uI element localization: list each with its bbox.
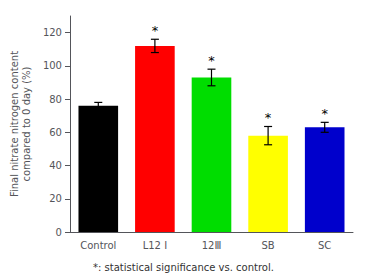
svg-text:*: * bbox=[152, 23, 159, 38]
svg-text:Control: Control bbox=[80, 240, 116, 251]
svg-text:SC: SC bbox=[318, 240, 331, 251]
svg-text:120: 120 bbox=[43, 27, 62, 38]
svg-text:12Ⅲ: 12Ⅲ bbox=[202, 240, 222, 251]
svg-text:SB: SB bbox=[261, 240, 274, 251]
svg-text:80: 80 bbox=[49, 94, 62, 105]
svg-text:*: * bbox=[321, 106, 328, 121]
svg-text:Final nitrate nitrogen content: Final nitrate nitrogen content bbox=[9, 51, 20, 197]
svg-text:0: 0 bbox=[56, 227, 62, 238]
svg-text:L12 I: L12 I bbox=[143, 240, 167, 251]
svg-text:40: 40 bbox=[49, 160, 62, 171]
svg-text:compared to 0 day (%): compared to 0 day (%) bbox=[21, 66, 32, 181]
svg-text:*: statistical significance vs: *: statistical significance vs. control. bbox=[93, 262, 274, 273]
svg-text:100: 100 bbox=[43, 60, 62, 71]
svg-text:*: * bbox=[208, 53, 215, 68]
svg-text:60: 60 bbox=[49, 127, 62, 138]
svg-text:*: * bbox=[265, 110, 272, 125]
svg-text:20: 20 bbox=[49, 193, 62, 204]
